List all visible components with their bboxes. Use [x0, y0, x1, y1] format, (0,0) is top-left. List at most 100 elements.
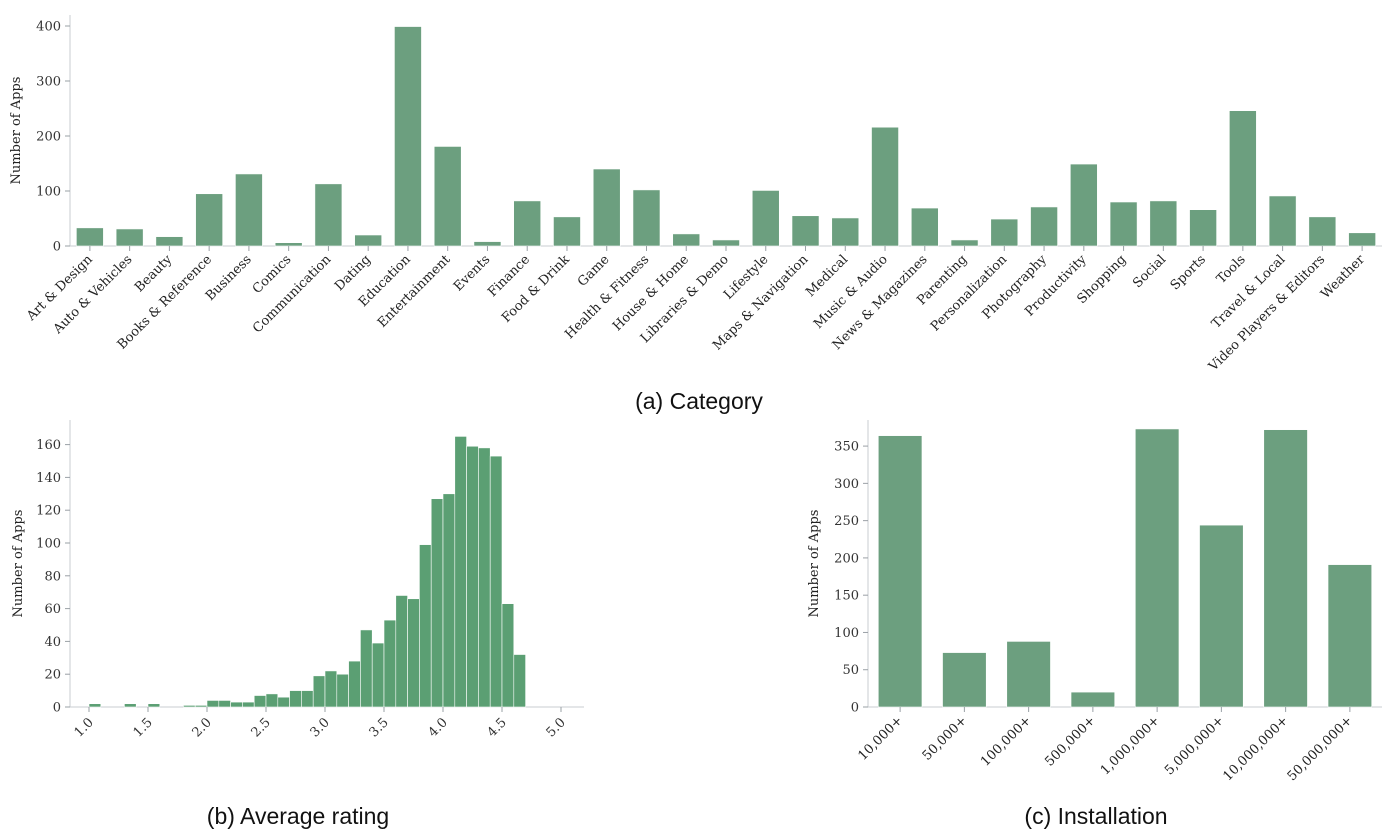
x-tick-label: 4.5: [485, 715, 510, 740]
bar: [433, 146, 462, 247]
x-tick-label: 3.5: [367, 715, 392, 740]
hist-bar: [242, 701, 255, 708]
bar: [592, 168, 621, 247]
hist-bar: [312, 675, 326, 708]
x-tick-label: 5.0: [544, 715, 569, 740]
y-axis-title: Number of Apps: [9, 77, 24, 185]
hist-bar: [360, 629, 373, 708]
hist-bar: [478, 447, 491, 708]
hist-bar: [466, 445, 479, 708]
bar: [314, 183, 343, 247]
bar: [1134, 428, 1180, 708]
y-tick-label: 20: [44, 668, 61, 683]
hist-bar: [454, 436, 467, 708]
bar: [1149, 200, 1178, 247]
hist-bar: [265, 693, 279, 708]
bar: [274, 242, 303, 247]
x-tick-label: Entertainment: [375, 252, 454, 331]
y-tick-label: 80: [44, 569, 61, 584]
x-tick-label: Sports: [1168, 252, 1209, 293]
hist-bar: [183, 705, 196, 708]
y-axis-title: Number of Apps: [807, 510, 822, 618]
y-tick-label: 300: [834, 477, 859, 492]
bar: [990, 218, 1019, 247]
hist-bar: [513, 654, 526, 708]
x-tick-label: 50,000+: [920, 713, 970, 763]
x-tick-label: 100,000+: [978, 713, 1034, 769]
hist-bar: [206, 700, 220, 708]
hist-bar: [324, 670, 338, 708]
x-tick-label: 4.0: [426, 715, 451, 740]
bar: [942, 652, 987, 708]
x-tick-label: 1.0: [72, 715, 97, 740]
x-tick-label: 2.5: [249, 715, 274, 740]
hist-bar: [147, 703, 161, 708]
bar: [115, 228, 144, 247]
bar: [877, 435, 923, 708]
hist-bar: [336, 673, 349, 708]
y-tick-label: 100: [834, 626, 859, 641]
bar: [354, 234, 382, 247]
hist-bar: [430, 498, 444, 708]
bar: [871, 126, 899, 247]
bar: [1189, 209, 1217, 247]
y-tick-label: 0: [53, 701, 61, 716]
bar: [553, 216, 581, 247]
bar: [672, 233, 701, 247]
hist-bar: [489, 455, 503, 708]
bar: [950, 239, 979, 247]
hist-bar: [253, 695, 267, 708]
x-tick-label: 10,000+: [855, 713, 905, 763]
x-tick-label: 2.0: [190, 715, 215, 740]
x-tick-label: 10,000,000+: [1221, 713, 1292, 784]
y-tick-label: 60: [44, 602, 61, 617]
x-tick-label: Weather: [1318, 252, 1368, 302]
hist-bar: [419, 544, 432, 708]
y-tick-label: 350: [834, 440, 859, 455]
bar: [195, 193, 223, 247]
installation-chart: 0 50 100 150 200 250 300 350 10,000+ 50,000+ 100,0…: [807, 420, 1382, 784]
hist-bar: [218, 700, 231, 708]
hist-bar: [194, 705, 208, 708]
bar: [1109, 201, 1138, 247]
hist-bar: [407, 598, 420, 708]
hist-bar: [88, 703, 102, 708]
bar: [1070, 691, 1116, 708]
y-axis-title: Number of Apps: [11, 510, 26, 618]
x-tick-label: Game: [575, 252, 613, 290]
x-tick-label: 1.5: [131, 715, 156, 740]
hist-bar: [301, 690, 314, 708]
rating-histogram: 0 20 40 60 80 100 120 140 160 1.0 1.5 2.0 2.5 3.0 3.5 4…: [11, 420, 584, 740]
y-tick-label: 0: [851, 701, 859, 716]
bar: [632, 189, 661, 247]
y-tick-label: 50: [842, 663, 859, 678]
y-tick-label: 0: [53, 240, 61, 255]
y-tick-label: 160: [36, 438, 61, 453]
hist-bar: [371, 642, 385, 708]
bar: [910, 207, 939, 247]
x-tick-label: 3.0: [308, 715, 333, 740]
hist-bar: [348, 660, 361, 708]
bar: [235, 173, 263, 247]
hist-bar: [277, 696, 290, 708]
x-tick-label: 50,000,000+: [1285, 713, 1356, 784]
hist-bar: [124, 703, 137, 708]
hist-bar: [383, 619, 397, 708]
x-tick-label: 5,000,000+: [1162, 713, 1227, 778]
bar: [1268, 195, 1297, 247]
bar: [1006, 641, 1051, 708]
y-tick-label: 200: [36, 130, 61, 145]
y-tick-label: 250: [834, 514, 859, 529]
bar: [1348, 232, 1376, 247]
bar: [1070, 163, 1098, 247]
x-tick-label: Tools: [1214, 252, 1249, 287]
caption-b: (b) Average rating: [207, 803, 389, 829]
y-tick-label: 200: [834, 551, 859, 566]
bar: [1327, 564, 1373, 708]
bar: [791, 215, 820, 247]
y-tick-label: 40: [44, 635, 61, 650]
y-tick-label: 100: [36, 537, 61, 552]
bar: [513, 200, 542, 247]
